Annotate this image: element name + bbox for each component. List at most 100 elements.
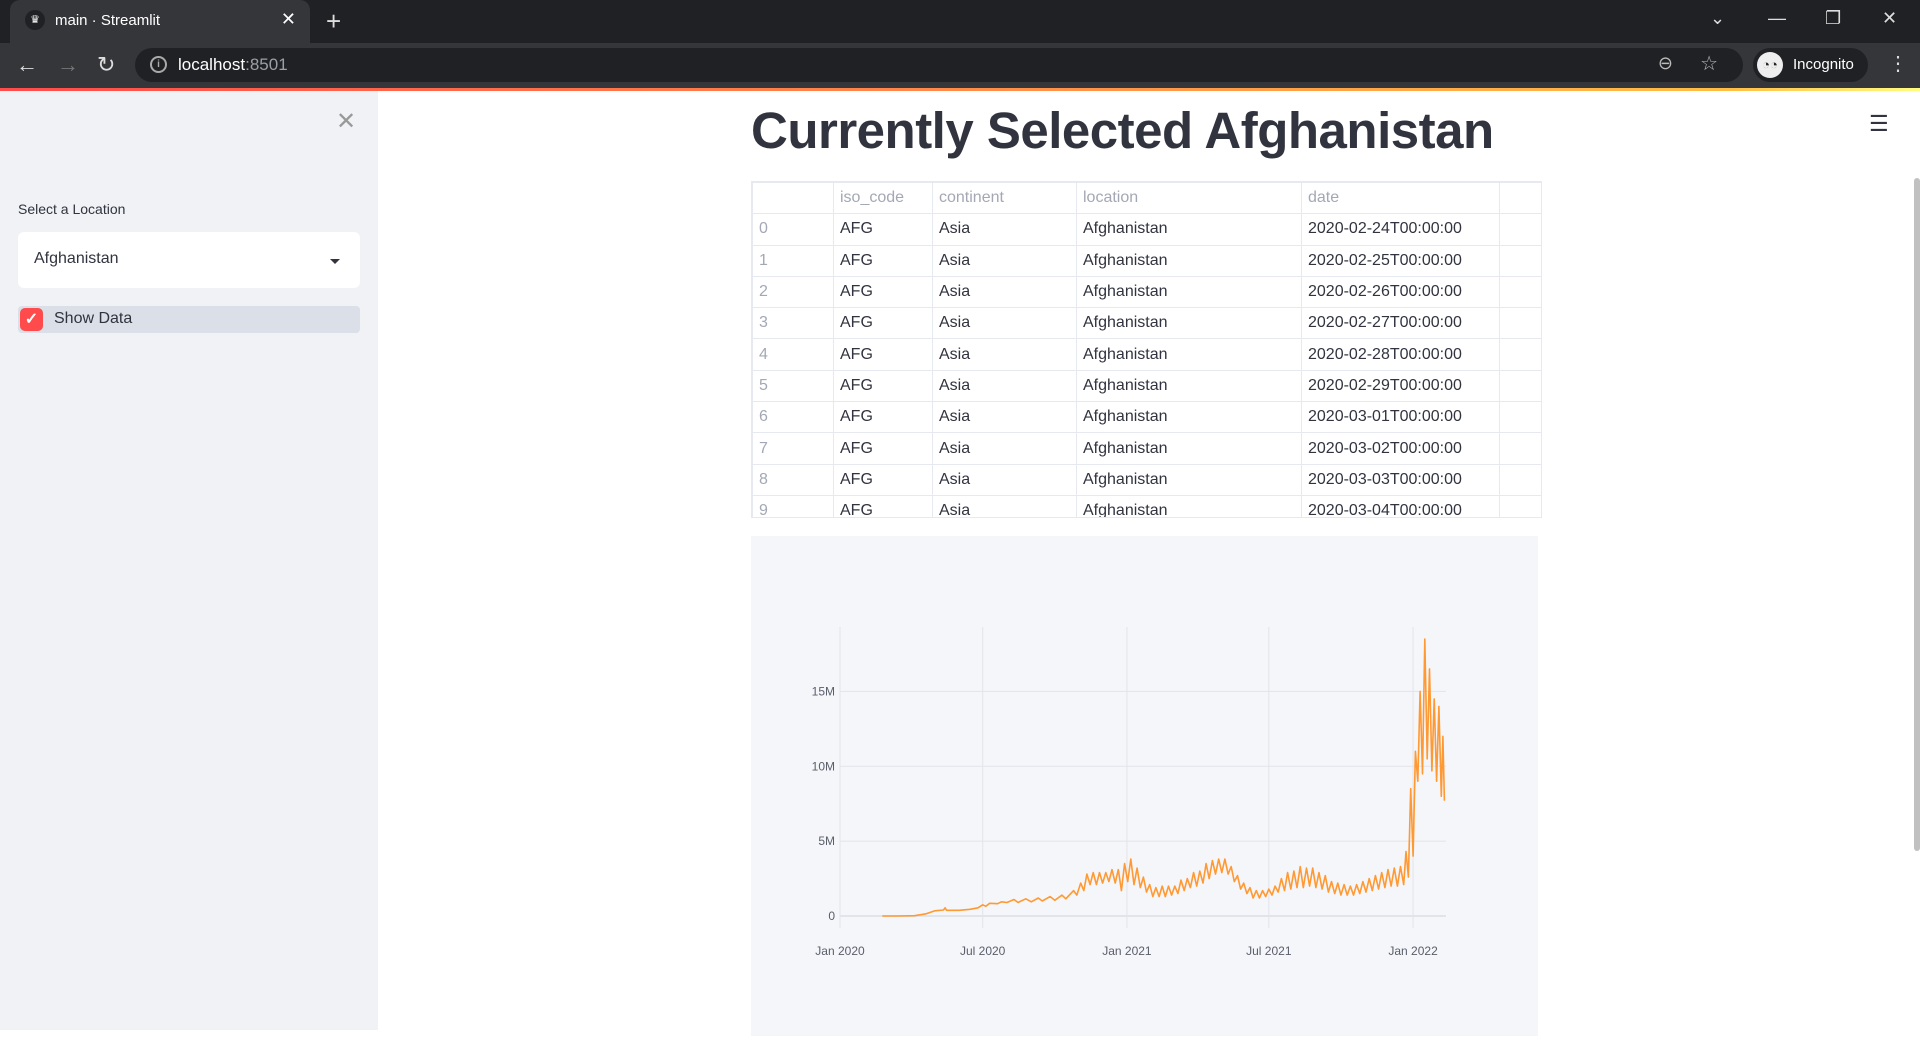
table-cell[interactable]: 2020-02-26T00:00:00 bbox=[1301, 275, 1500, 309]
table-cell[interactable]: Afghanistan bbox=[1076, 463, 1302, 496]
table-cell[interactable]: Asia bbox=[932, 463, 1077, 496]
incognito-icon: ◔◔ bbox=[1757, 52, 1783, 78]
table-cell[interactable]: Asia bbox=[932, 432, 1077, 465]
table-row: 6 AFG Asia Afghanistan 2020-03-01T00:00:00 bbox=[752, 401, 1541, 434]
zoom-out-icon[interactable]: ⊖ bbox=[1657, 53, 1673, 73]
column-header[interactable]: location bbox=[1076, 182, 1302, 215]
y-tick-label: 15M bbox=[812, 684, 835, 698]
row-index[interactable]: 4 bbox=[752, 338, 834, 371]
close-window-icon[interactable]: ✕ bbox=[1882, 8, 1898, 28]
table-cell[interactable]: Asia bbox=[932, 275, 1077, 309]
close-tab-icon[interactable]: ✕ bbox=[280, 9, 296, 29]
table-cell[interactable]: 2020-02-25T00:00:00 bbox=[1301, 244, 1500, 277]
incognito-profile-button[interactable]: ◔◔ Incognito bbox=[1753, 48, 1868, 82]
column-header[interactable] bbox=[1499, 182, 1541, 215]
table-cell[interactable]: AFG bbox=[833, 369, 933, 403]
table-cell[interactable]: Asia bbox=[932, 369, 1077, 403]
table-cell[interactable]: 2020-02-29T00:00:00 bbox=[1301, 369, 1500, 403]
table-cell[interactable]: Afghanistan bbox=[1076, 338, 1302, 371]
url-host: localhost bbox=[178, 55, 246, 74]
table-cell-empty bbox=[1499, 432, 1541, 465]
row-index[interactable]: 7 bbox=[752, 432, 834, 465]
show-data-checkbox[interactable]: ✓ Show Data bbox=[18, 306, 360, 333]
back-icon[interactable]: ← bbox=[16, 52, 38, 77]
row-index[interactable]: 5 bbox=[752, 369, 834, 403]
row-index[interactable]: 2 bbox=[752, 275, 834, 309]
table-cell[interactable]: Asia bbox=[932, 338, 1077, 371]
table-cell[interactable]: 2020-03-04T00:00:00 bbox=[1301, 494, 1500, 517]
table-cell[interactable]: Asia bbox=[932, 494, 1077, 517]
row-index[interactable]: 1 bbox=[752, 244, 834, 277]
table-cell-empty bbox=[1499, 401, 1541, 434]
browser-menu-icon[interactable]: ⋮ bbox=[1888, 53, 1908, 75]
table-cell[interactable]: AFG bbox=[833, 275, 933, 309]
table-cell[interactable]: 2020-02-24T00:00:00 bbox=[1301, 213, 1500, 246]
row-index[interactable]: 6 bbox=[752, 401, 834, 434]
page-scrollbar[interactable] bbox=[1914, 178, 1920, 851]
table-cell[interactable]: Asia bbox=[932, 307, 1077, 340]
table-cell[interactable]: AFG bbox=[833, 401, 933, 434]
table-cell[interactable]: Asia bbox=[932, 244, 1077, 277]
main-content: ☰ Currently Selected Afghanistan iso_cod… bbox=[378, 91, 1920, 1036]
row-index[interactable]: 8 bbox=[752, 463, 834, 496]
address-bar[interactable]: i localhost:8501 ⊖ ☆ bbox=[135, 48, 1743, 82]
row-index[interactable]: 9 bbox=[752, 494, 834, 517]
table-cell[interactable]: Afghanistan bbox=[1076, 275, 1302, 309]
column-header[interactable]: continent bbox=[932, 182, 1077, 215]
table-row: 8 AFG Asia Afghanistan 2020-03-03T00:00:00 bbox=[752, 463, 1541, 496]
table-row: 7 AFG Asia Afghanistan 2020-03-02T00:00:00 bbox=[752, 432, 1541, 465]
table-cell[interactable]: Asia bbox=[932, 401, 1077, 434]
hamburger-menu-icon[interactable]: ☰ bbox=[1869, 111, 1889, 136]
table-row: 0 AFG Asia Afghanistan 2020-02-24T00:00:00 bbox=[752, 213, 1541, 246]
minimize-icon[interactable]: — bbox=[1768, 8, 1786, 28]
restore-icon[interactable]: ❐ bbox=[1825, 8, 1842, 28]
forward-icon[interactable]: → bbox=[57, 52, 79, 77]
table-cell[interactable]: AFG bbox=[833, 338, 933, 371]
y-tick-label: 5M bbox=[818, 834, 835, 848]
bookmark-star-icon[interactable]: ☆ bbox=[1700, 53, 1718, 75]
new-tab-icon[interactable]: + bbox=[326, 6, 342, 36]
table-cell[interactable]: AFG bbox=[833, 307, 933, 340]
site-info-icon[interactable]: i bbox=[150, 56, 167, 73]
table-cell-empty bbox=[1499, 338, 1541, 371]
url-text: localhost:8501 bbox=[178, 55, 288, 75]
table-cell[interactable]: AFG bbox=[833, 213, 933, 246]
table-cell[interactable]: 2020-03-01T00:00:00 bbox=[1301, 401, 1500, 434]
table-cell[interactable]: AFG bbox=[833, 494, 933, 517]
table-cell[interactable]: Afghanistan bbox=[1076, 369, 1302, 403]
table-cell[interactable]: 2020-03-02T00:00:00 bbox=[1301, 432, 1500, 465]
table-cell[interactable]: Afghanistan bbox=[1076, 494, 1302, 517]
tab-search-chevron-icon[interactable]: ⌄ bbox=[1710, 8, 1726, 28]
close-sidebar-icon[interactable]: ✕ bbox=[336, 108, 357, 135]
table-cell[interactable]: Afghanistan bbox=[1076, 432, 1302, 465]
table-cell[interactable]: Afghanistan bbox=[1076, 244, 1302, 277]
table-cell-empty bbox=[1499, 494, 1541, 517]
x-tick-label: Jul 2020 bbox=[960, 944, 1006, 958]
series-line bbox=[882, 638, 1446, 917]
line-chart[interactable]: Jan 2020 Jul 2020 Jan 2021 Jul 2021 Jan 2022… bbox=[751, 536, 1538, 1036]
column-header[interactable]: iso_code bbox=[833, 182, 933, 215]
row-index[interactable]: 3 bbox=[752, 307, 834, 340]
location-select[interactable]: Afghanistan bbox=[18, 232, 360, 288]
browser-tab[interactable]: ♛ main · Streamlit ✕ bbox=[10, 0, 310, 43]
table-cell[interactable]: Afghanistan bbox=[1076, 307, 1302, 340]
checkmark-icon: ✓ bbox=[20, 308, 43, 331]
reload-icon[interactable]: ↻ bbox=[97, 52, 116, 77]
column-header[interactable] bbox=[752, 182, 834, 215]
table-cell[interactable]: Asia bbox=[932, 213, 1077, 246]
table-cell[interactable]: 2020-02-28T00:00:00 bbox=[1301, 338, 1500, 371]
table-cell[interactable]: 2020-02-27T00:00:00 bbox=[1301, 307, 1500, 340]
table-cell[interactable]: Afghanistan bbox=[1076, 401, 1302, 434]
table-cell-empty bbox=[1499, 213, 1541, 246]
table-row: 3 AFG Asia Afghanistan 2020-02-27T00:00:00 bbox=[752, 307, 1541, 340]
table-cell[interactable]: 2020-03-03T00:00:00 bbox=[1301, 463, 1500, 496]
tab-title: main · Streamlit bbox=[55, 12, 161, 29]
column-header[interactable]: date bbox=[1301, 182, 1500, 215]
table-row: 9 AFG Asia Afghanistan 2020-03-04T00:00:00 bbox=[752, 494, 1541, 517]
data-table[interactable]: iso_code continent location date 0 AFG Asia Af… bbox=[751, 181, 1542, 518]
table-cell[interactable]: AFG bbox=[833, 432, 933, 465]
table-cell[interactable]: AFG bbox=[833, 244, 933, 277]
table-cell[interactable]: Afghanistan bbox=[1076, 213, 1302, 246]
row-index[interactable]: 0 bbox=[752, 213, 834, 246]
table-cell[interactable]: AFG bbox=[833, 463, 933, 496]
